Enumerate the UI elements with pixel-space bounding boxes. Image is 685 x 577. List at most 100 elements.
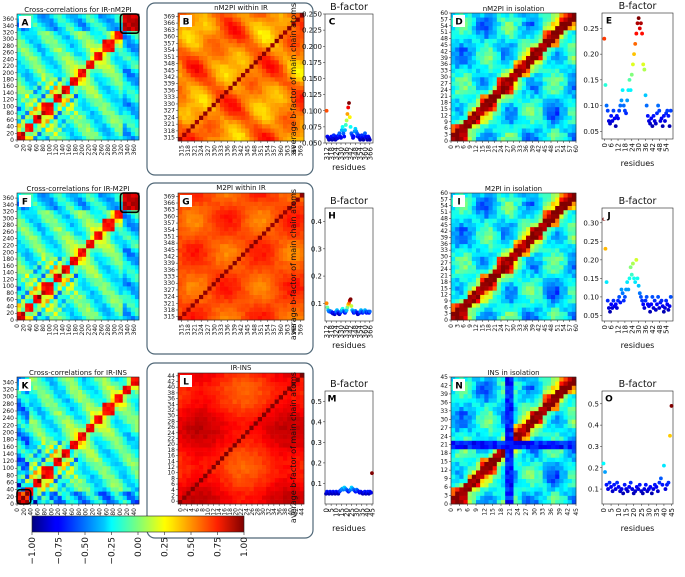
heatmap-cell [257, 132, 263, 138]
heatmap-cell [517, 123, 523, 129]
heatmap-cell [178, 102, 183, 108]
heatmap-cell [278, 98, 284, 103]
heatmap-cell [459, 98, 464, 103]
heatmap-cell [249, 315, 254, 321]
heatmap-cell [274, 85, 280, 91]
heatmap-cell [211, 222, 217, 228]
heatmap-cell [33, 106, 38, 111]
heatmap-cell [253, 64, 259, 69]
heatmap-cell [98, 110, 103, 116]
heatmap-cell [114, 243, 119, 249]
heatmap-cell [283, 277, 288, 283]
heatmap-cell [126, 98, 132, 103]
heatmap-cell [224, 128, 229, 133]
heatmap-cell [194, 243, 200, 249]
heatmap-cell [295, 269, 301, 274]
heatmap-cell [118, 231, 124, 236]
heatmap-cell [241, 68, 246, 74]
heatmap-cell [295, 136, 301, 142]
heatmap-cell [130, 18, 136, 23]
heatmap-cell [542, 72, 548, 78]
heatmap-cell [203, 136, 208, 142]
heatmap-cell [45, 281, 50, 287]
heatmap-cell [33, 201, 38, 206]
y-tick-label: 320 [3, 29, 15, 36]
heatmap-cell [78, 30, 83, 36]
heatmap-cell [73, 106, 79, 111]
heatmap-cell [21, 273, 26, 278]
heatmap-cell [257, 13, 263, 18]
heatmap-cell [110, 39, 115, 44]
heatmap-cell [57, 239, 63, 245]
y-tick-label: 0.125 [302, 91, 322, 99]
heatmap-cell [249, 307, 254, 312]
heatmap-cell [224, 115, 229, 120]
heatmap-cell [274, 281, 280, 287]
heatmap-cell [126, 22, 132, 27]
heatmap-cell [33, 135, 38, 141]
heatmap-cell [236, 273, 242, 278]
heatmap-cell [53, 131, 58, 137]
heatmap-cell [266, 68, 271, 74]
heatmap-cell [253, 193, 259, 198]
heatmap-cell [114, 127, 119, 132]
heatmap-cell [25, 89, 30, 95]
heatmap-cell [563, 94, 568, 99]
heatmap-cell [203, 226, 208, 232]
heatmap-cell [526, 38, 531, 44]
heatmap-cell [455, 132, 460, 138]
heatmap-cell [513, 119, 518, 125]
y-tick-label: 0.25 [583, 25, 599, 33]
heatmap-cell [37, 89, 42, 95]
heatmap-cell [538, 94, 543, 99]
heatmap-cell [78, 110, 83, 116]
heatmap-cell [53, 51, 58, 57]
heatmap-cell [130, 248, 136, 253]
heatmap-cell [224, 214, 229, 219]
heatmap-cell [513, 94, 518, 99]
heatmap-cell [122, 64, 128, 69]
heatmap-cell [207, 115, 212, 120]
heatmap-cell [295, 226, 301, 232]
heatmap-cell [224, 193, 229, 198]
heatmap-cell [57, 119, 63, 124]
heatmap-cell [484, 94, 489, 99]
heatmap-cell [126, 226, 132, 232]
heatmap-cell [266, 315, 271, 321]
heatmap-cell [253, 315, 259, 321]
heatmap-cell [253, 298, 259, 304]
heatmap-cell [551, 51, 556, 56]
heatmap-cell [245, 193, 250, 198]
heatmap-cell [526, 21, 531, 27]
x-tick-label: 360 [131, 324, 138, 336]
heatmap-cell [538, 47, 543, 52]
heatmap-cell [551, 64, 556, 69]
heatmap-cell [232, 226, 238, 232]
heatmap-cell [134, 106, 140, 111]
heatmap-cell [69, 248, 75, 253]
heatmap-cell [228, 256, 233, 262]
heatmap-cell [220, 290, 225, 295]
heatmap-cell [190, 98, 196, 103]
heatmap-cell [118, 106, 124, 111]
heatmap-cell [29, 264, 34, 270]
heatmap-cell [274, 235, 280, 240]
data-point [617, 108, 622, 113]
heatmap-cell [220, 98, 225, 103]
heatmap-cell [118, 102, 124, 107]
heatmap-cell [126, 18, 132, 23]
heatmap-cell [278, 128, 284, 133]
heatmap-cell [57, 77, 63, 82]
heatmap-cell [78, 127, 83, 132]
heatmap-cell [291, 252, 296, 257]
heatmap-cell [559, 38, 564, 44]
heatmap-cell [106, 127, 111, 132]
y-tick-label: 300 [3, 36, 15, 43]
heatmap-cell [110, 127, 115, 132]
heatmap-cell [49, 14, 54, 19]
heatmap-cell [94, 123, 99, 128]
heatmap-cell [538, 72, 543, 78]
heatmap-cell [65, 72, 71, 78]
heatmap-cell [110, 201, 115, 206]
heatmap-cell [270, 21, 275, 27]
